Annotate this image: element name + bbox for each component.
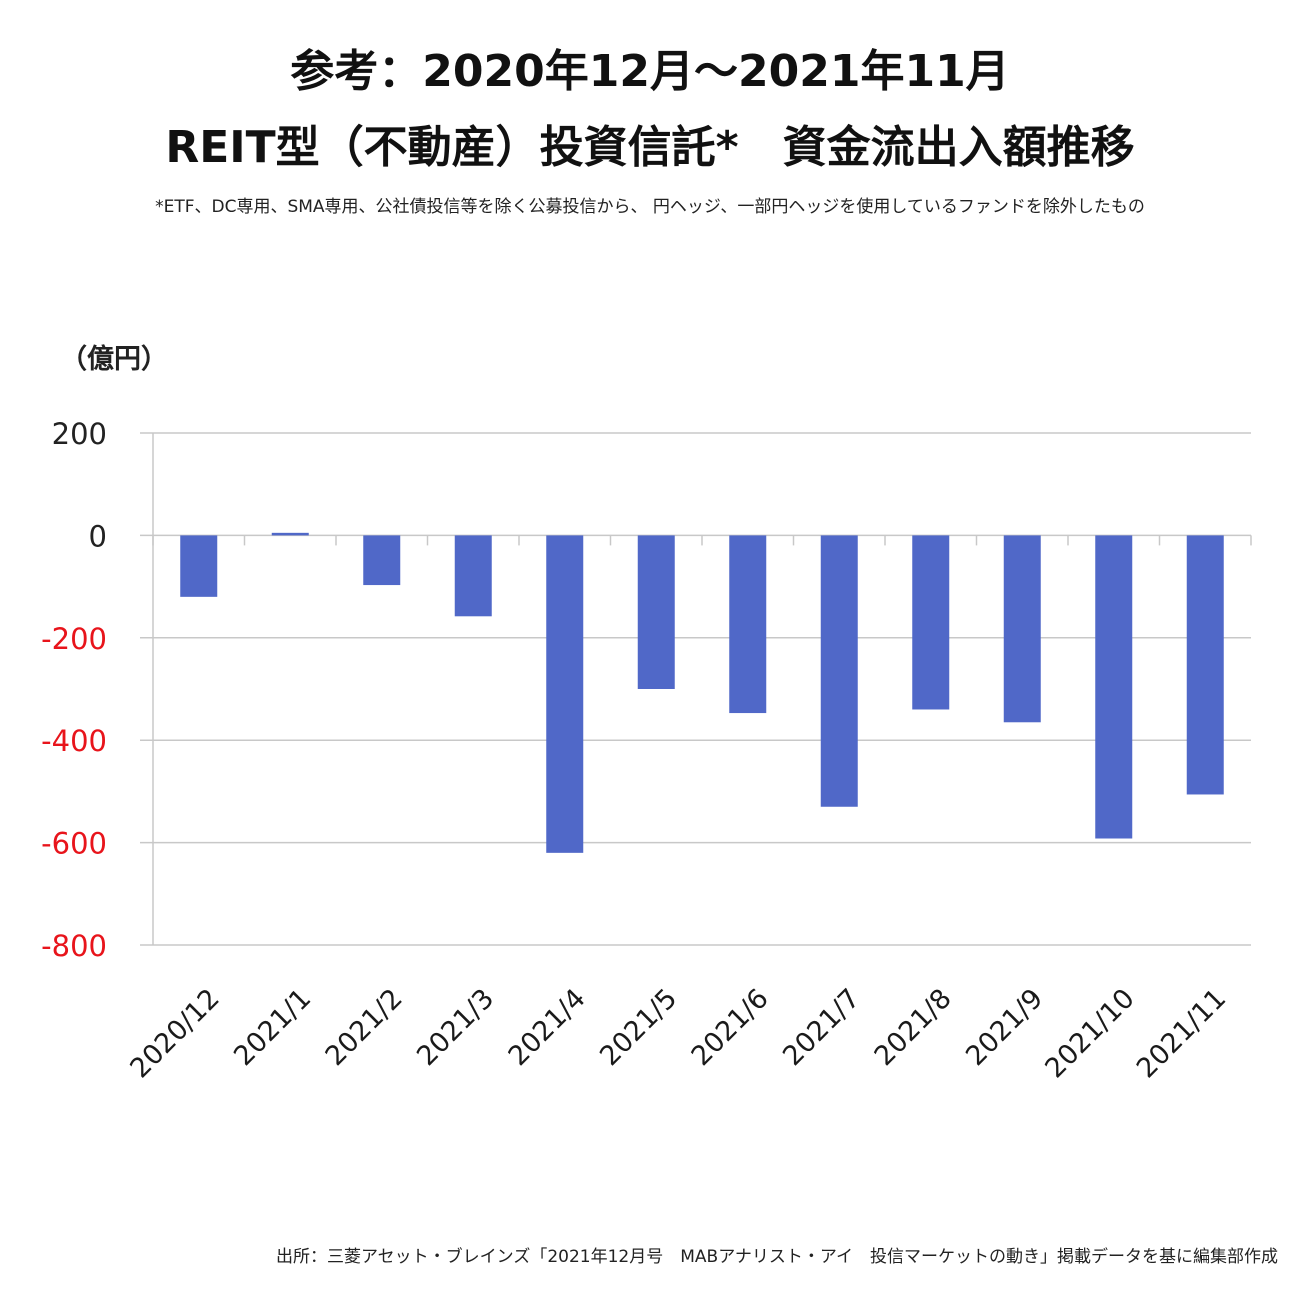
x-tick-label: 2021/10 [1039,983,1140,1084]
bar-2021/2 [363,535,401,586]
x-tick-label: 2021/2 [320,983,409,1072]
chart-title-line1: 参考：2020年12月～2021年11月 [290,46,1010,97]
y-tick-label: 200 [52,417,107,451]
chart-footnote: *ETF、DC専用、SMA専用、公社債投信等を除く公募投信から、 円ヘッジ、一部… [155,197,1145,217]
y-tick-label: 0 [89,519,107,553]
bar-2021/5 [637,535,675,689]
bar-2021/7 [820,535,858,807]
y-tick-label: -600 [41,827,107,861]
y-tick-label: -800 [41,929,107,963]
x-tick-label: 2021/8 [869,983,958,1072]
bar-2021/11 [1186,535,1224,795]
x-tick-label: 2021/7 [777,983,866,1072]
source-credit: 出所：三菱アセット・ブレインズ「2021年12月号 MABアナリスト・アイ 投信… [276,1247,1278,1267]
bar-2021/9 [1003,535,1041,723]
bar-2021/4 [546,535,584,853]
x-tick-label: 2021/11 [1131,983,1232,1084]
bar-2021/10 [1095,535,1133,839]
x-tick-label: 2021/9 [960,983,1049,1072]
y-tick-label: -400 [41,724,107,758]
bar-2021/1 [271,532,309,536]
bar-2021/3 [454,535,492,617]
x-tick-label: 2021/4 [503,983,592,1072]
x-tick-label: 2021/6 [686,983,775,1072]
x-tick-label: 2020/12 [124,983,225,1084]
bar-2021/8 [912,535,950,710]
bar-2021/6 [729,535,767,714]
x-tick-label: 2021/5 [594,983,683,1072]
x-tick-label: 2021/3 [411,983,500,1072]
y-axis-unit-label: （億円） [60,344,168,375]
x-tick-label: 2021/1 [228,983,317,1072]
bar-2020/12 [180,535,218,597]
chart-title-line2: REIT型（不動産）投資信託* 資金流出入額推移 [165,122,1135,173]
y-tick-label: -200 [41,622,107,656]
